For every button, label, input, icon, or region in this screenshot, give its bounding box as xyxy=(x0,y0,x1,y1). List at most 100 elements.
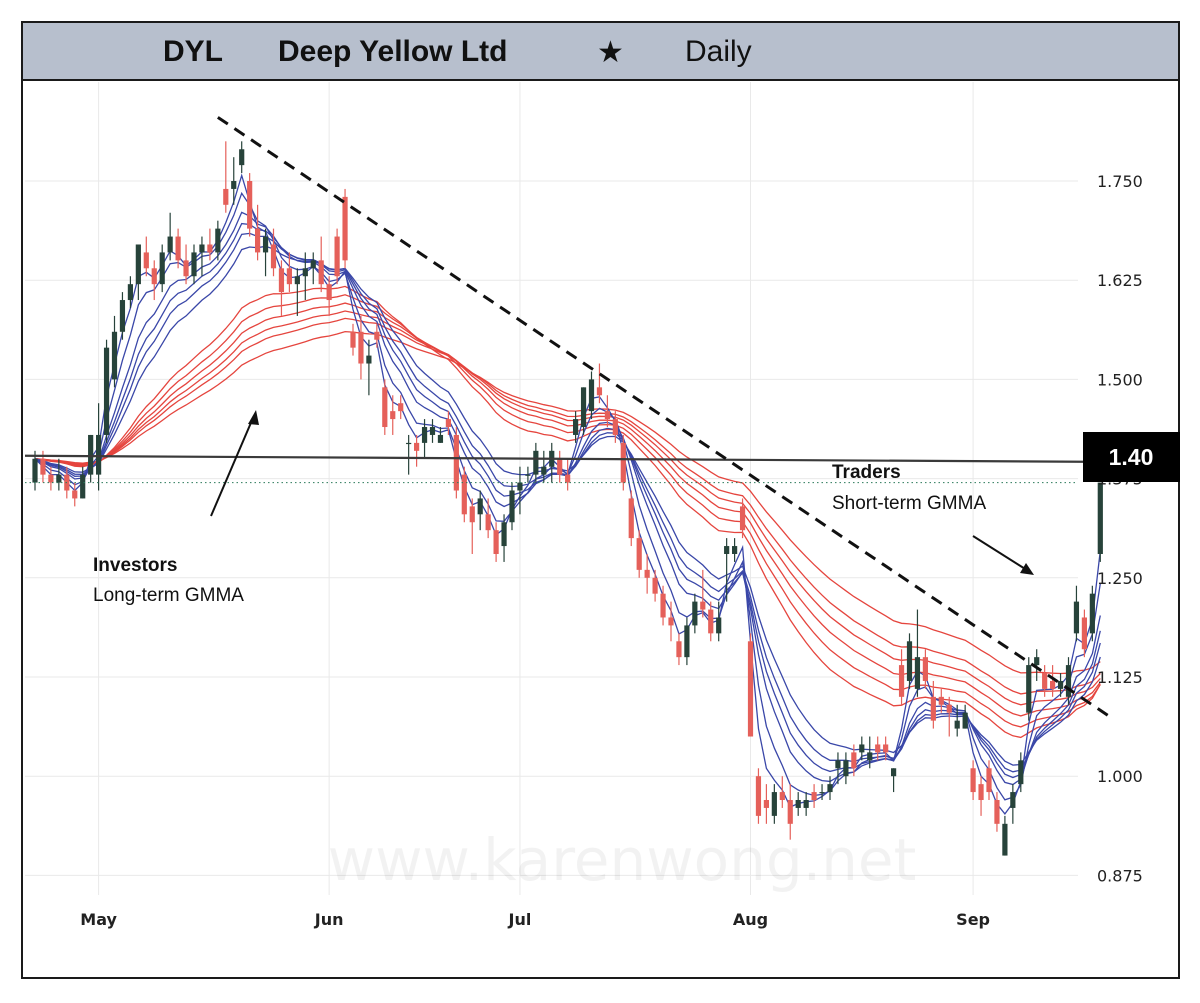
candle-body xyxy=(1097,482,1103,554)
candle-body xyxy=(732,546,738,554)
candle-body xyxy=(867,752,873,761)
candle-body xyxy=(596,387,603,396)
candle-body xyxy=(1026,665,1032,713)
candle-body xyxy=(541,466,547,475)
company-name: Deep Yellow Ltd xyxy=(278,35,508,68)
candle-body xyxy=(40,458,46,475)
price-tag-label: 1.40 xyxy=(1109,444,1154,470)
candle-body xyxy=(1065,665,1072,697)
candle-body xyxy=(676,641,682,658)
candle-body xyxy=(421,427,428,443)
candle-body xyxy=(660,593,666,618)
traders-arrow xyxy=(972,535,1031,573)
long-term-ma-line xyxy=(34,317,1101,695)
candle-body xyxy=(231,181,237,189)
candle-body xyxy=(700,601,706,610)
star-icon[interactable]: ★ xyxy=(597,36,624,69)
candle-body xyxy=(247,181,253,229)
candle-body xyxy=(366,355,372,364)
y-tick-label: 1.000 xyxy=(1097,767,1143,786)
candle-body xyxy=(207,244,213,253)
candle-body xyxy=(32,458,38,483)
candle-body xyxy=(278,268,285,293)
candle-body xyxy=(525,474,531,476)
investors-label: Investors xyxy=(93,555,177,576)
y-tick-label: 1.750 xyxy=(1097,172,1143,191)
candle-body xyxy=(914,657,921,689)
candle-body xyxy=(946,704,952,713)
candle-body xyxy=(1018,760,1024,785)
x-axis: May Jun Jul Aug Sep xyxy=(80,910,990,929)
candle-body xyxy=(755,776,762,816)
candle-body xyxy=(652,577,658,594)
long-term-ma-line xyxy=(34,302,1101,717)
candle-body xyxy=(573,419,579,435)
candle-body xyxy=(429,427,436,435)
traders-arrow-head xyxy=(1020,563,1034,575)
candle-body xyxy=(239,149,245,166)
x-tick-label: Sep xyxy=(956,910,990,929)
investors-sublabel: Long-term GMMA xyxy=(93,585,244,606)
candle-body xyxy=(811,792,817,801)
candle-body xyxy=(604,411,610,420)
candle-body xyxy=(827,784,833,793)
candle-body xyxy=(302,268,308,277)
long-term-ma-line xyxy=(34,330,1101,675)
candle-body xyxy=(294,276,300,285)
candle-body xyxy=(493,530,499,554)
candle-body xyxy=(111,331,118,380)
candle-body xyxy=(143,252,149,269)
candle-body xyxy=(342,196,348,261)
candle-body xyxy=(565,474,571,483)
candle-body xyxy=(954,720,960,729)
candle-body xyxy=(684,625,690,658)
y-tick-label: 0.875 xyxy=(1097,866,1143,885)
candle-body xyxy=(310,260,316,269)
candle-body xyxy=(103,347,110,435)
candle-body xyxy=(1073,601,1080,634)
candle-body xyxy=(437,434,444,443)
x-tick-label: Jul xyxy=(508,910,532,929)
candle-body xyxy=(374,331,380,340)
candle-body xyxy=(334,236,340,277)
candle-body xyxy=(636,538,642,570)
candle-body xyxy=(930,696,936,721)
candle-body xyxy=(191,252,197,277)
candle-body xyxy=(891,768,897,777)
candle-body xyxy=(517,482,523,491)
candle-body xyxy=(938,696,944,705)
candle-body xyxy=(167,236,173,253)
candle-body xyxy=(453,434,459,491)
candle-body xyxy=(175,236,181,261)
candle-body xyxy=(270,244,277,269)
candle-body xyxy=(739,506,746,531)
candle-body xyxy=(644,569,650,578)
y-tick-label: 1.125 xyxy=(1097,668,1143,687)
candle-body xyxy=(48,474,54,483)
candle-body xyxy=(255,228,261,253)
candle-body xyxy=(72,490,78,499)
candle-body xyxy=(612,419,618,435)
candle-body xyxy=(96,434,102,475)
x-tick-label: Aug xyxy=(733,910,768,929)
candle-body xyxy=(588,379,595,412)
interval-label[interactable]: Daily xyxy=(685,35,752,68)
investors-arrow xyxy=(210,417,254,517)
candle-body xyxy=(962,712,968,729)
candle-body xyxy=(119,300,126,332)
candle-body xyxy=(1002,823,1008,856)
candle-body xyxy=(501,522,507,547)
price-tag-box xyxy=(1083,432,1180,482)
y-tick-label: 1.500 xyxy=(1097,370,1143,389)
candle-body xyxy=(986,768,992,793)
candle-body xyxy=(851,752,857,769)
candle-body xyxy=(795,800,801,808)
candle-body xyxy=(787,800,793,824)
candle-body xyxy=(922,657,928,681)
candle-body xyxy=(1050,680,1056,689)
ticker-symbol: DYL xyxy=(163,35,223,68)
candle-body xyxy=(350,331,356,348)
candle-body xyxy=(326,284,332,301)
